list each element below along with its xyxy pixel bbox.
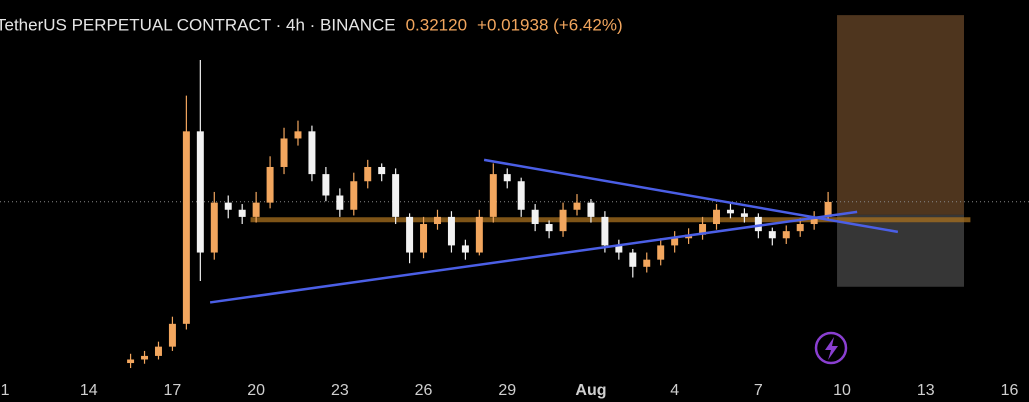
candle-body xyxy=(252,202,260,217)
candle-body xyxy=(503,174,511,182)
candle-body xyxy=(350,181,358,210)
candle-body xyxy=(754,216,762,232)
price: 0.32120 xyxy=(406,15,467,34)
x-tick-label: 20 xyxy=(247,382,265,399)
x-tick-label: 7 xyxy=(754,382,763,399)
candle-body xyxy=(810,216,818,225)
x-tick-label: 10 xyxy=(833,382,851,399)
candle-body xyxy=(657,245,665,260)
x-tick-label: 16 xyxy=(1001,382,1019,399)
x-tick-label: 14 xyxy=(80,382,98,399)
plot: 1 14 17 20 23 26 29 Aug 4 7 10 13 16 xyxy=(0,15,1029,399)
candle-body xyxy=(573,202,581,210)
candle-body xyxy=(406,216,414,253)
candle-body xyxy=(294,131,302,139)
price-change: +0.01938 (+6.42%) xyxy=(477,15,623,34)
x-tick-label: 29 xyxy=(498,382,516,399)
candle-body xyxy=(545,224,553,232)
candle-body xyxy=(601,216,609,246)
candle-body xyxy=(336,195,344,210)
candle-body xyxy=(168,323,176,347)
candle-body xyxy=(238,209,246,217)
candle-body xyxy=(182,131,190,324)
candle-body xyxy=(127,359,135,364)
candle-body xyxy=(517,181,525,210)
x-tick-label: 13 xyxy=(917,382,935,399)
candle-body xyxy=(434,216,441,225)
candle-body xyxy=(629,252,637,267)
candle-body xyxy=(196,131,204,253)
x-tick-label: 4 xyxy=(670,382,679,399)
candle-body xyxy=(308,131,316,175)
candle-body xyxy=(559,209,567,232)
candle-body xyxy=(266,166,274,203)
candle-body xyxy=(699,224,707,235)
candle-body xyxy=(322,174,330,196)
trend-line xyxy=(483,158,899,234)
candle-body xyxy=(796,224,804,232)
candle-body xyxy=(643,259,651,267)
candle-body xyxy=(740,213,748,217)
candle-body xyxy=(280,138,288,167)
candle-body xyxy=(154,346,162,356)
candle-body xyxy=(364,166,372,182)
candle-body xyxy=(615,245,623,253)
position-stop-zone xyxy=(837,214,964,287)
x-tick-label: 17 xyxy=(164,382,182,399)
candle-body xyxy=(782,231,790,239)
candle-body xyxy=(141,355,149,360)
trend-line xyxy=(209,210,858,304)
candle-body xyxy=(824,201,832,217)
x-tick-label: 23 xyxy=(331,382,349,399)
position-target-zone xyxy=(837,15,964,215)
candle-body xyxy=(671,238,679,246)
candle-body xyxy=(420,224,428,253)
candle-body xyxy=(587,202,595,217)
candle-body xyxy=(392,174,400,217)
candle-body xyxy=(768,231,776,239)
candle-body xyxy=(461,245,469,253)
candle-body xyxy=(475,216,483,253)
alert-icon[interactable] xyxy=(814,331,848,365)
x-tick-label: Aug xyxy=(575,382,606,399)
candle-body xyxy=(447,216,455,246)
candle-body xyxy=(726,209,734,214)
candle-body xyxy=(378,166,386,175)
candle-body xyxy=(224,202,232,210)
candle-body xyxy=(713,209,720,225)
x-tick-label: 26 xyxy=(415,382,433,399)
candle-body xyxy=(489,174,497,217)
candle-body xyxy=(531,209,539,225)
chart-title: TetherUS PERPETUAL CONTRACT · 4h · BINAN… xyxy=(0,15,396,34)
candle-body xyxy=(210,202,218,253)
x-tick-label: 1 xyxy=(1,382,10,399)
